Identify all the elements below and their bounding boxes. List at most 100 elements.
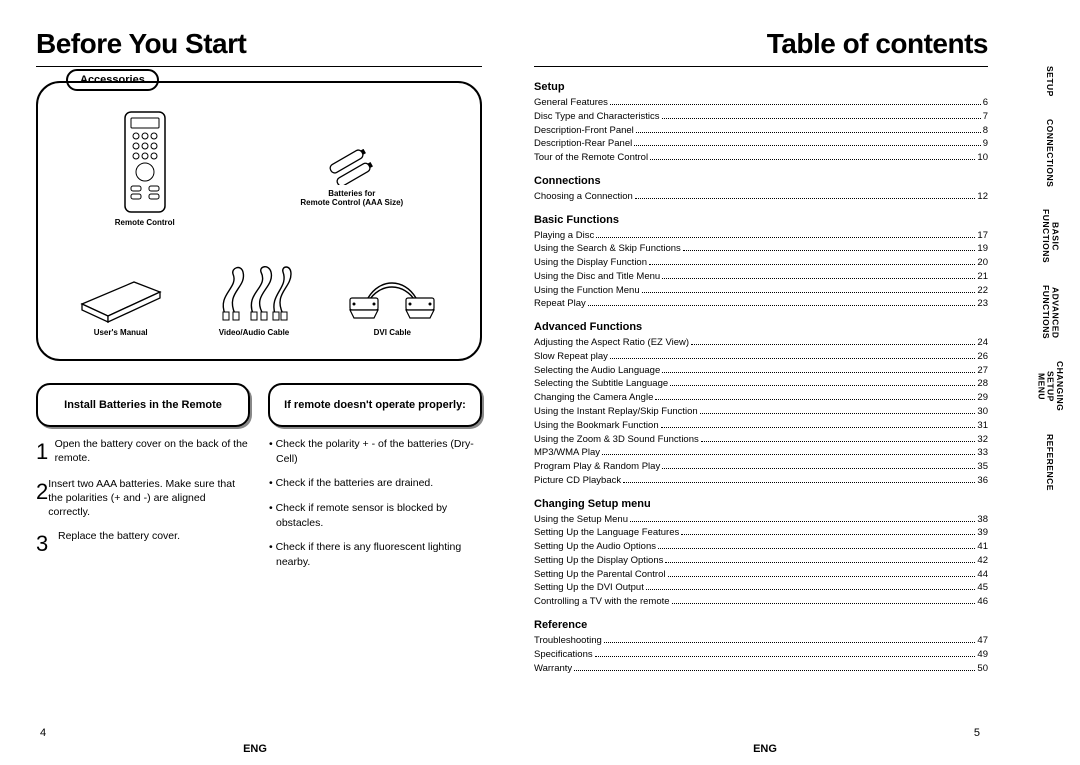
- toc-dots: [665, 562, 975, 563]
- toc-line: Tour of the Remote Control10: [534, 151, 988, 165]
- toc-heading: Reference: [534, 619, 988, 631]
- toc-dots: [623, 482, 975, 483]
- toc-page: 26: [977, 350, 988, 364]
- toc-page: 50: [977, 662, 988, 676]
- acc-dvi: DVI Cable: [342, 268, 442, 337]
- page-spread: Before You Start Accessories: [0, 0, 1080, 765]
- toc-dots: [655, 399, 975, 400]
- right-page: Table of contents SetupGeneral Features6…: [510, 0, 1020, 765]
- toc-label: Adjusting the Aspect Ratio (EZ View): [534, 336, 689, 350]
- toc-label: Controlling a TV with the remote: [534, 595, 670, 609]
- toc-label: Changing the Camera Angle: [534, 391, 653, 405]
- toc-label: Picture CD Playback: [534, 474, 621, 488]
- toc-page: 30: [977, 405, 988, 419]
- toc-dots: [636, 132, 981, 133]
- side-tab: CHANGINGSETUPMENU: [1034, 355, 1066, 417]
- toc-dots: [672, 603, 976, 604]
- toc-label: Program Play & Random Play: [534, 460, 660, 474]
- toc-dots: [630, 521, 975, 522]
- step-text-3: Replace the battery cover.: [58, 529, 180, 559]
- toc-page: 21: [977, 270, 988, 284]
- toc-section: ConnectionsChoosing a Connection12: [534, 175, 988, 204]
- toc-page: 31: [977, 419, 988, 433]
- toc-label: Description-Rear Panel: [534, 137, 632, 151]
- toc-label: Playing a Disc: [534, 229, 594, 243]
- left-title: Before You Start: [36, 28, 482, 60]
- toc-heading: Changing Setup menu: [534, 498, 988, 510]
- toc-line: Using the Disc and Title Menu21: [534, 270, 988, 284]
- bullet-1: Check the polarity + - of the batteries …: [268, 437, 482, 466]
- toc-label: Selecting the Audio Language: [534, 364, 660, 378]
- dvi-icon: [342, 268, 442, 324]
- toc-line: Using the Setup Menu38: [534, 513, 988, 527]
- side-tabs: SETUPCONNECTIONSBASICFUNCTIONSADVANCEDFU…: [1020, 0, 1080, 765]
- install-batteries-heading: Install Batteries in the Remote: [36, 383, 250, 427]
- toc-dots: [634, 145, 980, 146]
- acc-manual: User's Manual: [76, 268, 166, 337]
- toc-page: 42: [977, 554, 988, 568]
- toc-label: Setting Up the Language Features: [534, 526, 679, 540]
- toc-label: Specifications: [534, 648, 593, 662]
- page-number-right: 5: [974, 727, 980, 739]
- toc-line: Using the Instant Replay/Skip Function 30: [534, 405, 988, 419]
- toc-label: Using the Instant Replay/Skip Function: [534, 405, 698, 419]
- toc-line: Specifications49: [534, 648, 988, 662]
- lang-right: ENG: [753, 743, 777, 755]
- toc-page: 36: [977, 474, 988, 488]
- step-3: 3Replace the battery cover.: [36, 529, 250, 559]
- troubleshoot-heading: If remote doesn't operate properly:: [268, 383, 482, 427]
- accessories-row-2: User's Manual Video/Audio Cable: [52, 227, 466, 337]
- toc-line: Playing a Disc 17: [534, 229, 988, 243]
- toc-page: 24: [977, 336, 988, 350]
- toc-line: Description-Front Panel8: [534, 124, 988, 138]
- toc-dots: [701, 441, 976, 442]
- toc-page: 17: [977, 229, 988, 243]
- toc-label: Using the Zoom & 3D Sound Functions: [534, 433, 699, 447]
- toc-dots: [649, 264, 975, 265]
- side-tab: REFERENCE: [1043, 428, 1057, 497]
- toc-heading: Advanced Functions: [534, 321, 988, 333]
- toc-line: Controlling a TV with the remote46: [534, 595, 988, 609]
- toc-line: Selecting the Subtitle Language28: [534, 377, 988, 391]
- toc-section: Basic FunctionsPlaying a Disc17Using the…: [534, 214, 988, 312]
- avcable-icon: [213, 258, 295, 324]
- toc-dots: [691, 344, 975, 345]
- page-number-left: 4: [40, 727, 46, 739]
- toc-dots: [662, 278, 975, 279]
- table-of-contents: SetupGeneral Features6Disc Type and Char…: [534, 81, 988, 675]
- step-text-2: Insert two AAA batteries. Make sure that…: [48, 477, 250, 520]
- step-num-1: 1: [36, 437, 55, 467]
- toc-label: Using the Function Menu: [534, 284, 640, 298]
- toc-label: Using the Search & Skip Functions: [534, 242, 681, 256]
- toc-line: Using the Zoom & 3D Sound Functions32: [534, 433, 988, 447]
- toc-line: Using the Display Function20: [534, 256, 988, 270]
- side-tab: BASICFUNCTIONS: [1039, 203, 1062, 269]
- toc-page: 19: [977, 242, 988, 256]
- toc-dots: [681, 534, 975, 535]
- toc-dots: [610, 104, 981, 105]
- toc-label: General Features: [534, 96, 608, 110]
- toc-line: Using the Search & Skip Functions 19: [534, 242, 988, 256]
- install-steps: 1Open the battery cover on the back of t…: [36, 437, 250, 559]
- side-tab: SETUP: [1043, 60, 1057, 103]
- toc-label: Using the Display Function: [534, 256, 647, 270]
- toc-label: Tour of the Remote Control: [534, 151, 648, 165]
- step-num-2: 2: [36, 477, 48, 520]
- toc-label: Choosing a Connection: [534, 190, 633, 204]
- toc-line: Using the Bookmark Function31: [534, 419, 988, 433]
- toc-dots: [650, 159, 975, 160]
- acc-remote: Remote Control: [115, 110, 175, 227]
- toc-dots: [662, 468, 975, 469]
- toc-page: 27: [977, 364, 988, 378]
- step-text-1: Open the battery cover on the back of th…: [55, 437, 250, 467]
- toc-page: 39: [977, 526, 988, 540]
- toc-label: Using the Setup Menu: [534, 513, 628, 527]
- side-tab: CONNECTIONS: [1043, 113, 1057, 193]
- toc-label: Selecting the Subtitle Language: [534, 377, 668, 391]
- title-rule: [36, 66, 482, 67]
- accessories-row-1: Remote Control: [52, 97, 466, 227]
- toc-section: Changing Setup menuUsing the Setup Menu3…: [534, 498, 988, 609]
- toc-line: Picture CD Playback 36: [534, 474, 988, 488]
- toc-line: Adjusting the Aspect Ratio (EZ View) 24: [534, 336, 988, 350]
- toc-dots: [642, 292, 976, 293]
